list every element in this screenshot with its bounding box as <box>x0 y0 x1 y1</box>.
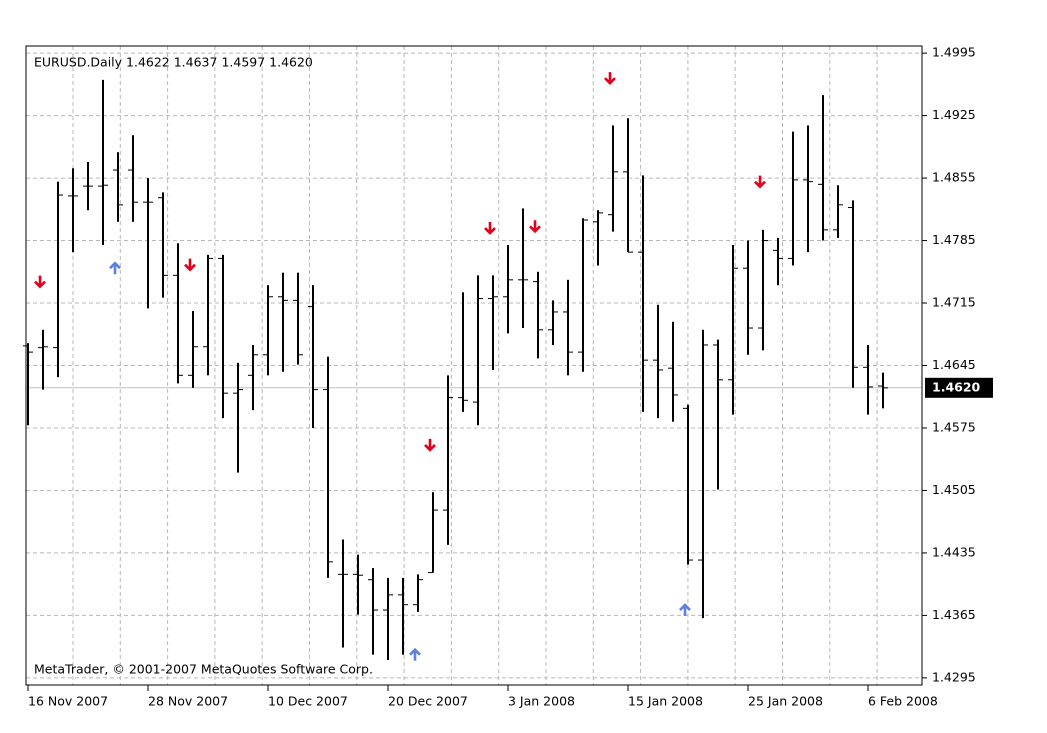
y-tick-label: 1.4785 <box>932 232 976 247</box>
y-tick-label: 1.4995 <box>932 45 976 60</box>
y-tick-label: 1.4295 <box>932 669 976 684</box>
x-tick-label: 25 Jan 2008 <box>748 694 823 709</box>
signal-arrow <box>604 72 616 85</box>
signal-arrow <box>529 220 541 234</box>
signal-arrow <box>409 647 421 661</box>
x-tick-label: 16 Nov 2007 <box>28 694 108 709</box>
y-tick-label: 1.4925 <box>932 107 976 122</box>
y-tick-label: 1.4575 <box>932 419 976 434</box>
y-tick-label: 1.4505 <box>932 482 976 497</box>
grid <box>26 46 922 685</box>
x-tick-label: 6 Feb 2008 <box>868 694 938 709</box>
current-price-box <box>925 377 993 398</box>
signal-arrow <box>109 261 121 275</box>
marks <box>23 72 888 661</box>
current-price-label: 1.4620 <box>932 379 981 394</box>
y-tick-label: 1.4435 <box>932 544 976 559</box>
signal-arrow <box>34 275 46 289</box>
y-tick-label: 1.4855 <box>932 170 976 185</box>
y-tick-label: 1.4645 <box>932 357 976 372</box>
x-tick-label: 20 Dec 2007 <box>388 694 468 709</box>
copyright: MetaTrader, © 2001-2007 MetaQuotes Softw… <box>34 662 373 677</box>
x-tick-label: 28 Nov 2007 <box>148 694 228 709</box>
signal-arrow <box>424 438 436 452</box>
y-tick-label: 1.4365 <box>932 607 976 622</box>
y-tick-label: 1.4715 <box>932 295 976 310</box>
signal-arrow <box>184 258 196 272</box>
x-tick-label: 15 Jan 2008 <box>628 694 703 709</box>
x-tick-label: 10 Dec 2007 <box>268 694 348 709</box>
signal-arrow <box>679 603 691 617</box>
signal-arrow <box>754 175 766 189</box>
signal-arrow <box>484 222 496 235</box>
x-tick-label: 3 Jan 2008 <box>508 694 575 709</box>
chart-title: EURUSD.Daily 1.4622 1.4637 1.4597 1.4620 <box>34 55 313 70</box>
